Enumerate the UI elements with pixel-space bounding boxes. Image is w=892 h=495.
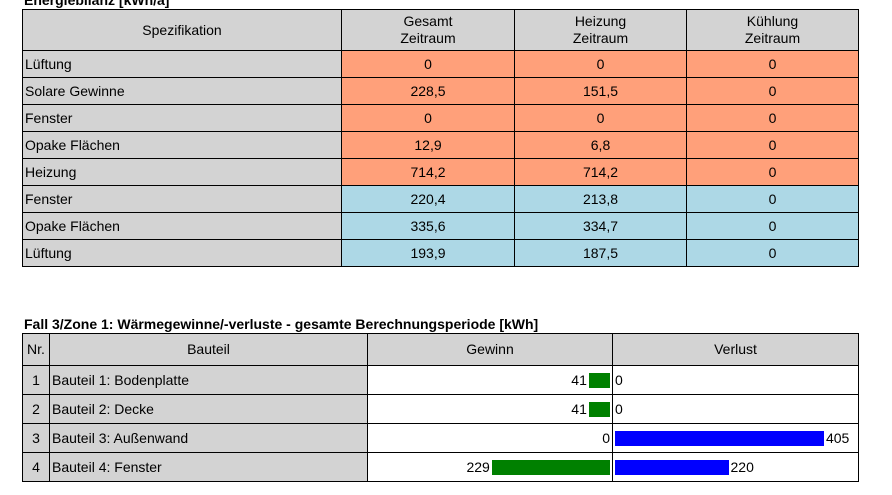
gain-bar	[491, 459, 610, 475]
component-name: Bauteil 3: Außenwand	[49, 423, 368, 453]
header-line: Heizung	[574, 13, 627, 29]
loss-cell: 0	[612, 365, 859, 395]
table-row: Heizung 714,2 714,2 0	[22, 158, 859, 186]
row-label: Lüftung	[22, 50, 342, 78]
gain-cell: 0	[367, 423, 613, 453]
header-line: Kühlung	[746, 13, 799, 29]
header-line: Gesamt	[403, 13, 453, 29]
value-cell: 220,4	[341, 185, 515, 213]
value-cell: 213,8	[514, 185, 687, 213]
table-row: 4 Bauteil 4: Fenster 229 220	[22, 452, 859, 482]
header-line: Spezifikation	[142, 21, 222, 38]
header-line: Zeitraum	[744, 30, 801, 46]
table-row: Lüftung 193,9 187,5 0	[22, 239, 859, 267]
table-row: 2 Bauteil 2: Decke 41 0	[22, 394, 859, 424]
row-number: 2	[22, 394, 50, 424]
components-table: Nr. Bauteil Gewinn Verlust 1 Bauteil 1: B…	[22, 333, 859, 482]
column-header: Kühlung Zeitraum	[686, 9, 859, 51]
table-row: 1 Bauteil 1: Bodenplatte 41 0	[22, 365, 859, 395]
value-cell: 0	[686, 212, 859, 240]
table-row: Lüftung 0 0 0	[22, 50, 859, 78]
gain-bar	[588, 401, 610, 417]
component-name: Bauteil 1: Bodenplatte	[49, 365, 368, 395]
value-cell: 0	[686, 50, 859, 78]
loss-cell: 0	[612, 394, 859, 424]
component-name: Bauteil 4: Fenster	[49, 452, 368, 482]
table-row: Opake Flächen 12,9 6,8 0	[22, 131, 859, 159]
value-cell: 187,5	[514, 239, 687, 267]
header-bauteil: Bauteil	[49, 333, 368, 366]
header-line: Zeitraum	[400, 30, 456, 46]
value-cell: 0	[514, 104, 687, 132]
loss-bar	[615, 430, 824, 446]
value-cell: 0	[686, 239, 859, 267]
row-label: Opake Flächen	[22, 131, 342, 159]
row-number: 1	[22, 365, 50, 395]
row-label: Opake Flächen	[22, 212, 342, 240]
value-cell: 714,2	[514, 158, 687, 186]
energy-balance-table: Spezifikation Gesamt Zeitraum Heizung Zeitra…	[22, 9, 859, 267]
value-cell: 0	[514, 50, 687, 78]
table-row: Solare Gewinne 228,5 151,5 0	[22, 77, 859, 105]
value-cell: 151,5	[514, 77, 687, 105]
value-cell: 0	[686, 131, 859, 159]
gain-value: 229	[466, 459, 490, 475]
row-label: Solare Gewinne	[22, 77, 342, 105]
row-label: Fenster	[22, 104, 342, 132]
table-row: Fenster 220,4 213,8 0	[22, 185, 859, 213]
value-cell: 0	[686, 104, 859, 132]
row-label: Heizung	[22, 158, 342, 186]
row-number: 3	[22, 423, 50, 453]
loss-value: 0	[615, 401, 623, 417]
gain-cell: 41	[367, 394, 613, 424]
gain-cell: 41	[367, 365, 613, 395]
value-cell: 193,9	[341, 239, 515, 267]
header-nr: Nr.	[22, 333, 50, 366]
column-header: Spezifikation	[22, 9, 342, 51]
value-cell: 334,7	[514, 212, 687, 240]
value-cell: 0	[341, 50, 515, 78]
gain-value: 41	[571, 401, 587, 417]
gain-value: 0	[602, 430, 610, 446]
table-row: Fenster 0 0 0	[22, 104, 859, 132]
energy-balance-title: Energiebilanz [kWh/a]	[24, 0, 170, 8]
table-row: 3 Bauteil 3: Außenwand 0 405	[22, 423, 859, 453]
header-line: Zeitraum	[572, 30, 629, 46]
row-number: 4	[22, 452, 50, 482]
value-cell: 0	[341, 104, 515, 132]
gain-bar	[588, 372, 610, 388]
row-label: Lüftung	[22, 239, 342, 267]
table-row: Opake Flächen 335,6 334,7 0	[22, 212, 859, 240]
value-cell: 12,9	[341, 131, 515, 159]
column-header: Gesamt Zeitraum	[341, 9, 515, 51]
value-cell: 228,5	[341, 77, 515, 105]
loss-cell: 405	[612, 423, 859, 453]
gain-cell: 229	[367, 452, 613, 482]
value-cell: 0	[686, 77, 859, 105]
component-name: Bauteil 2: Decke	[49, 394, 368, 424]
loss-value: 0	[615, 372, 623, 388]
loss-cell: 220	[612, 452, 859, 482]
value-cell: 6,8	[514, 131, 687, 159]
row-label: Fenster	[22, 185, 342, 213]
value-cell: 335,6	[341, 212, 515, 240]
value-cell: 714,2	[341, 158, 515, 186]
header-gewinn: Gewinn	[367, 333, 613, 366]
components-title: Fall 3/Zone 1: Wärmegewinne/-verluste - …	[24, 316, 539, 332]
loss-value: 405	[825, 430, 850, 446]
value-cell: 0	[686, 185, 859, 213]
gain-value: 41	[571, 372, 587, 388]
value-cell: 0	[686, 158, 859, 186]
header-verlust: Verlust	[612, 333, 859, 366]
column-header: Heizung Zeitraum	[514, 9, 687, 51]
loss-value: 220	[730, 459, 754, 475]
loss-bar	[615, 459, 729, 475]
